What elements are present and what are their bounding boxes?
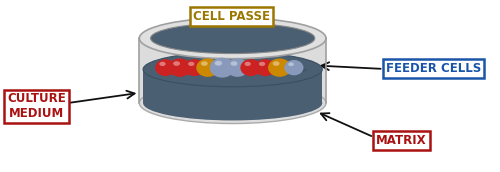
Ellipse shape xyxy=(259,62,265,66)
Ellipse shape xyxy=(268,58,291,77)
Ellipse shape xyxy=(156,68,180,73)
Ellipse shape xyxy=(210,58,234,78)
Ellipse shape xyxy=(201,61,208,66)
Text: MATRIX: MATRIX xyxy=(376,134,427,147)
Ellipse shape xyxy=(150,23,315,54)
Ellipse shape xyxy=(240,59,262,76)
Ellipse shape xyxy=(168,58,192,77)
Ellipse shape xyxy=(160,62,166,66)
Ellipse shape xyxy=(242,68,265,73)
Ellipse shape xyxy=(143,86,322,120)
Ellipse shape xyxy=(254,59,276,76)
Ellipse shape xyxy=(270,68,294,73)
Ellipse shape xyxy=(188,62,194,66)
Text: CELL PASSE: CELL PASSE xyxy=(193,10,270,23)
Ellipse shape xyxy=(184,59,205,76)
Ellipse shape xyxy=(140,83,326,123)
Ellipse shape xyxy=(227,68,252,73)
Ellipse shape xyxy=(288,62,294,66)
Text: CULTURE
MEDIUM: CULTURE MEDIUM xyxy=(7,93,66,120)
Ellipse shape xyxy=(256,68,279,73)
Ellipse shape xyxy=(214,61,222,66)
Ellipse shape xyxy=(170,68,195,73)
Ellipse shape xyxy=(226,58,249,77)
Polygon shape xyxy=(143,69,322,103)
Ellipse shape xyxy=(286,68,307,72)
Ellipse shape xyxy=(196,58,220,77)
Ellipse shape xyxy=(244,62,251,66)
Ellipse shape xyxy=(173,61,180,66)
Ellipse shape xyxy=(143,52,322,87)
Ellipse shape xyxy=(211,67,238,73)
Ellipse shape xyxy=(284,60,304,75)
Text: FEEDER CELLS: FEEDER CELLS xyxy=(386,62,481,76)
Ellipse shape xyxy=(272,61,280,66)
Polygon shape xyxy=(140,38,326,103)
Ellipse shape xyxy=(198,68,223,73)
Ellipse shape xyxy=(185,68,208,73)
Ellipse shape xyxy=(230,61,237,66)
Ellipse shape xyxy=(155,59,176,76)
Ellipse shape xyxy=(140,18,326,59)
